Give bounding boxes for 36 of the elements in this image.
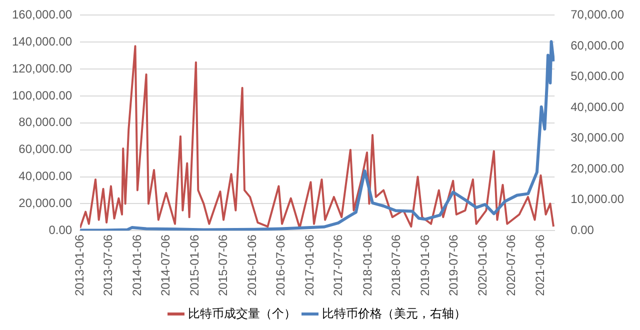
- legend-label: 比特币成交量（个）: [188, 306, 296, 320]
- y-tick-label: 100,000.00: [12, 88, 72, 102]
- x-tick-label: 2020-01-06: [475, 234, 490, 296]
- x-tick-label: 2016-01-06: [245, 234, 260, 296]
- y2-tick-label: 70,000.00: [570, 8, 624, 22]
- y-tick-label: 80,000.00: [18, 115, 72, 130]
- x-tick-label: 2020-07-06: [504, 234, 518, 296]
- x-tick-label: 2014-07-06: [158, 234, 172, 296]
- x-tick-label: 2019-01-06: [418, 234, 432, 296]
- x-tick-label: 2014-01-06: [130, 234, 144, 296]
- x-tick-label: 2016-07-06: [274, 234, 288, 296]
- y2-tick-label: 0.00: [570, 222, 594, 237]
- y2-tick-label: 60,000.00: [570, 38, 624, 52]
- y-tick-label: 40,000.00: [18, 169, 72, 184]
- y-tick-label: 140,000.00: [12, 34, 72, 48]
- x-tick-label: 2018-01-06: [360, 234, 374, 296]
- y2-tick-label: 10,000.00: [570, 192, 624, 206]
- y2-tick-label: 20,000.00: [570, 161, 624, 176]
- x-tick-label: 2013-07-06: [100, 234, 115, 296]
- y2-tick-label: 50,000.00: [570, 69, 624, 84]
- y-tick-label: 120,000.00: [12, 61, 72, 76]
- x-tick-label: 2019-07-06: [446, 234, 460, 296]
- x-tick-label: 2017-07-06: [331, 234, 346, 296]
- x-tick-label: 2021-01-06: [533, 234, 548, 296]
- y2-tick-label: 40,000.00: [570, 100, 624, 114]
- legend-label: 比特币价格（美元，右轴）: [322, 306, 466, 320]
- y2-tick-label: 30,000.00: [570, 130, 624, 145]
- x-tick-label: 2018-07-06: [388, 234, 403, 296]
- x-tick-label: 2015-01-06: [187, 234, 202, 296]
- x-tick-label: 2015-07-06: [216, 234, 230, 296]
- y-tick-label: 160,000.00: [12, 8, 72, 22]
- x-tick-label: 2017-01-06: [302, 234, 317, 296]
- y-tick-label: 0.00: [48, 222, 72, 237]
- x-tick-label: 2013-01-06: [72, 234, 86, 296]
- y-tick-label: 60,000.00: [18, 142, 72, 156]
- y-tick-label: 20,000.00: [18, 196, 72, 210]
